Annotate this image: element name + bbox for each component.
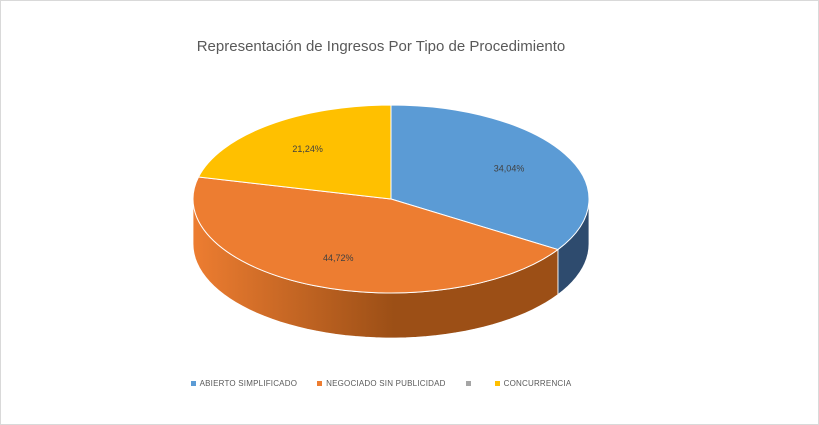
- pie-slice-negociado-sin-publicidad: [192, 176, 560, 294]
- legend-item-series-2: [465, 379, 475, 388]
- legend-swatch: [190, 381, 196, 386]
- legend-item-abierto-simplificado: ABIERTO SIMPLIFICADO: [190, 379, 298, 388]
- data-labels: 34,04% 44,72% 21,24%: [292, 144, 524, 263]
- legend: ABIERTO SIMPLIFICADO NEGOCIADO SIN PUBLIC…: [1, 379, 761, 388]
- data-label-abierto-simplificado: 34,04%: [494, 163, 525, 173]
- legend-label: NEGOCIADO SIN PUBLICIDAD: [326, 379, 446, 388]
- pie-slices: [192, 104, 590, 294]
- legend-item-concurrencia: CONCURRENCIA: [494, 379, 572, 388]
- pie-slice-concurrencia: [197, 104, 392, 200]
- legend-swatch: [465, 381, 471, 386]
- pie-slice-abierto-simplificado: [390, 104, 590, 251]
- legend-label: CONCURRENCIA: [503, 379, 572, 388]
- chart-title: Representación de Ingresos Por Tipo de P…: [196, 38, 566, 55]
- legend-swatch: [317, 381, 323, 386]
- legend-label: ABIERTO SIMPLIFICADO: [199, 379, 298, 388]
- legend-swatch: [494, 381, 500, 386]
- legend-item-negociado-sin-publicidad: NEGOCIADO SIN PUBLICIDAD: [317, 379, 446, 388]
- data-label-concurrencia: 21,24%: [292, 144, 323, 154]
- data-label-negociado-sin-publicidad: 44,72%: [323, 253, 354, 263]
